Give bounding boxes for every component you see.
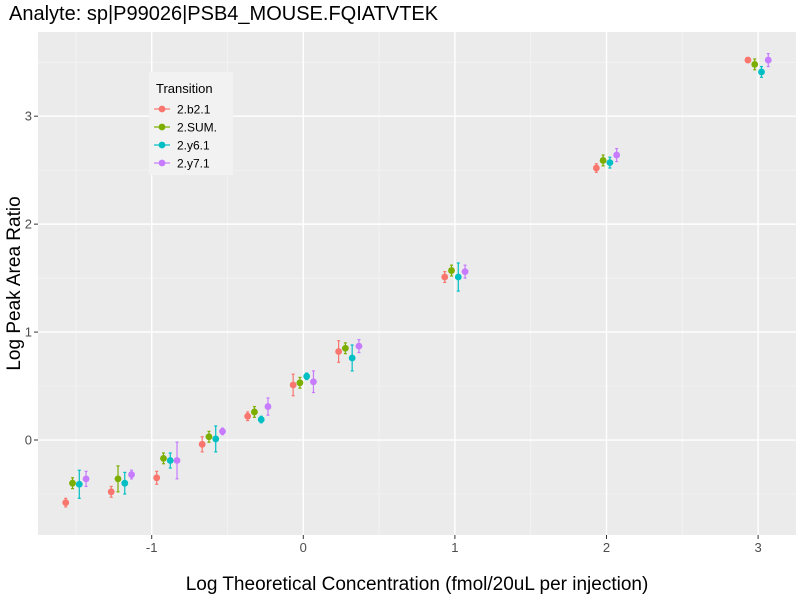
data-point bbox=[75, 480, 83, 488]
data-point bbox=[744, 56, 752, 64]
y-axis-ticks: 0 1 2 3 bbox=[25, 109, 38, 448]
y-tick-label: 3 bbox=[25, 109, 32, 124]
legend: Transition 2.b2.1 2.SUM. 2.y6.1 2.y7.1 bbox=[149, 72, 233, 175]
data-point bbox=[251, 408, 258, 416]
legend-label: 2.y6.1 bbox=[177, 139, 210, 153]
legend-label: 2.b2.1 bbox=[177, 103, 211, 117]
x-tick-label: -1 bbox=[146, 540, 158, 555]
x-tick-label: 1 bbox=[451, 540, 458, 555]
data-point bbox=[599, 157, 607, 164]
data-point bbox=[764, 56, 772, 64]
data-point bbox=[212, 435, 220, 443]
legend-label: 2.SUM. bbox=[177, 121, 217, 135]
x-axis-title: Log Theoretical Concentration (fmol/20uL… bbox=[186, 574, 649, 595]
data-point bbox=[166, 457, 174, 464]
data-point bbox=[257, 416, 265, 423]
data-point bbox=[264, 403, 272, 410]
data-point bbox=[758, 68, 765, 76]
data-point bbox=[592, 164, 600, 172]
data-point bbox=[303, 372, 311, 380]
legend-key-point bbox=[158, 105, 166, 113]
legend-key-point bbox=[158, 141, 166, 149]
y-tick-label: 0 bbox=[25, 433, 32, 448]
data-point bbox=[289, 381, 297, 389]
data-point bbox=[613, 151, 621, 159]
y-tick-label: 2 bbox=[25, 217, 32, 232]
x-tick-label: 3 bbox=[754, 540, 761, 555]
data-point bbox=[355, 342, 363, 350]
data-point bbox=[107, 488, 115, 496]
data-point bbox=[751, 60, 759, 68]
data-point bbox=[128, 471, 135, 478]
x-axis-ticks: -1 0 1 2 3 bbox=[146, 535, 762, 555]
data-point bbox=[153, 474, 161, 482]
y-tick-label: 1 bbox=[25, 325, 32, 340]
data-point bbox=[69, 479, 76, 487]
legend-label: 2.y7.1 bbox=[177, 157, 210, 171]
data-point bbox=[461, 268, 469, 276]
data-point bbox=[62, 499, 70, 507]
data-points bbox=[62, 52, 772, 508]
data-point bbox=[219, 427, 226, 435]
data-point bbox=[160, 454, 167, 462]
legend-items: 2.b2.1 2.SUM. 2.y6.1 2.y7.1 bbox=[154, 103, 217, 171]
data-point bbox=[448, 267, 455, 274]
data-point bbox=[82, 475, 90, 483]
data-point bbox=[441, 273, 449, 281]
legend-background bbox=[149, 72, 233, 175]
data-point bbox=[341, 344, 349, 352]
data-point bbox=[454, 273, 462, 281]
legend-title: Transition bbox=[156, 81, 213, 96]
data-point bbox=[198, 440, 206, 448]
legend-key-point bbox=[158, 123, 166, 131]
legend-key-point bbox=[158, 159, 166, 167]
data-point bbox=[348, 354, 356, 362]
data-point bbox=[296, 379, 304, 387]
data-point bbox=[310, 378, 317, 386]
data-point bbox=[121, 479, 129, 487]
data-point bbox=[114, 475, 122, 483]
chart-title: Analyte: sp|P99026|PSB4_MOUSE.FQIATVTEK bbox=[9, 3, 439, 25]
data-point bbox=[606, 159, 614, 167]
x-tick-label: 2 bbox=[603, 540, 610, 555]
data-point bbox=[244, 412, 252, 420]
data-point bbox=[205, 433, 213, 441]
y-axis-title: Log Peak Area Ratio bbox=[4, 196, 25, 370]
data-point bbox=[173, 457, 181, 464]
data-point bbox=[335, 348, 343, 355]
x-tick-label: 0 bbox=[300, 540, 307, 555]
